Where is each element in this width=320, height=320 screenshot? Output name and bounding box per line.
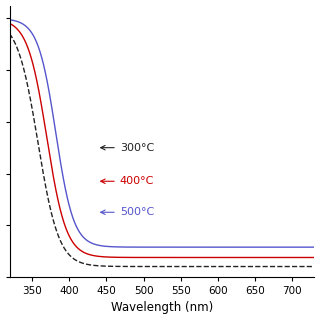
Text: 300°C: 300°C xyxy=(101,143,154,153)
X-axis label: Wavelength (nm): Wavelength (nm) xyxy=(111,301,213,315)
Text: 400°C: 400°C xyxy=(101,176,154,186)
Text: 500°C: 500°C xyxy=(101,207,154,217)
